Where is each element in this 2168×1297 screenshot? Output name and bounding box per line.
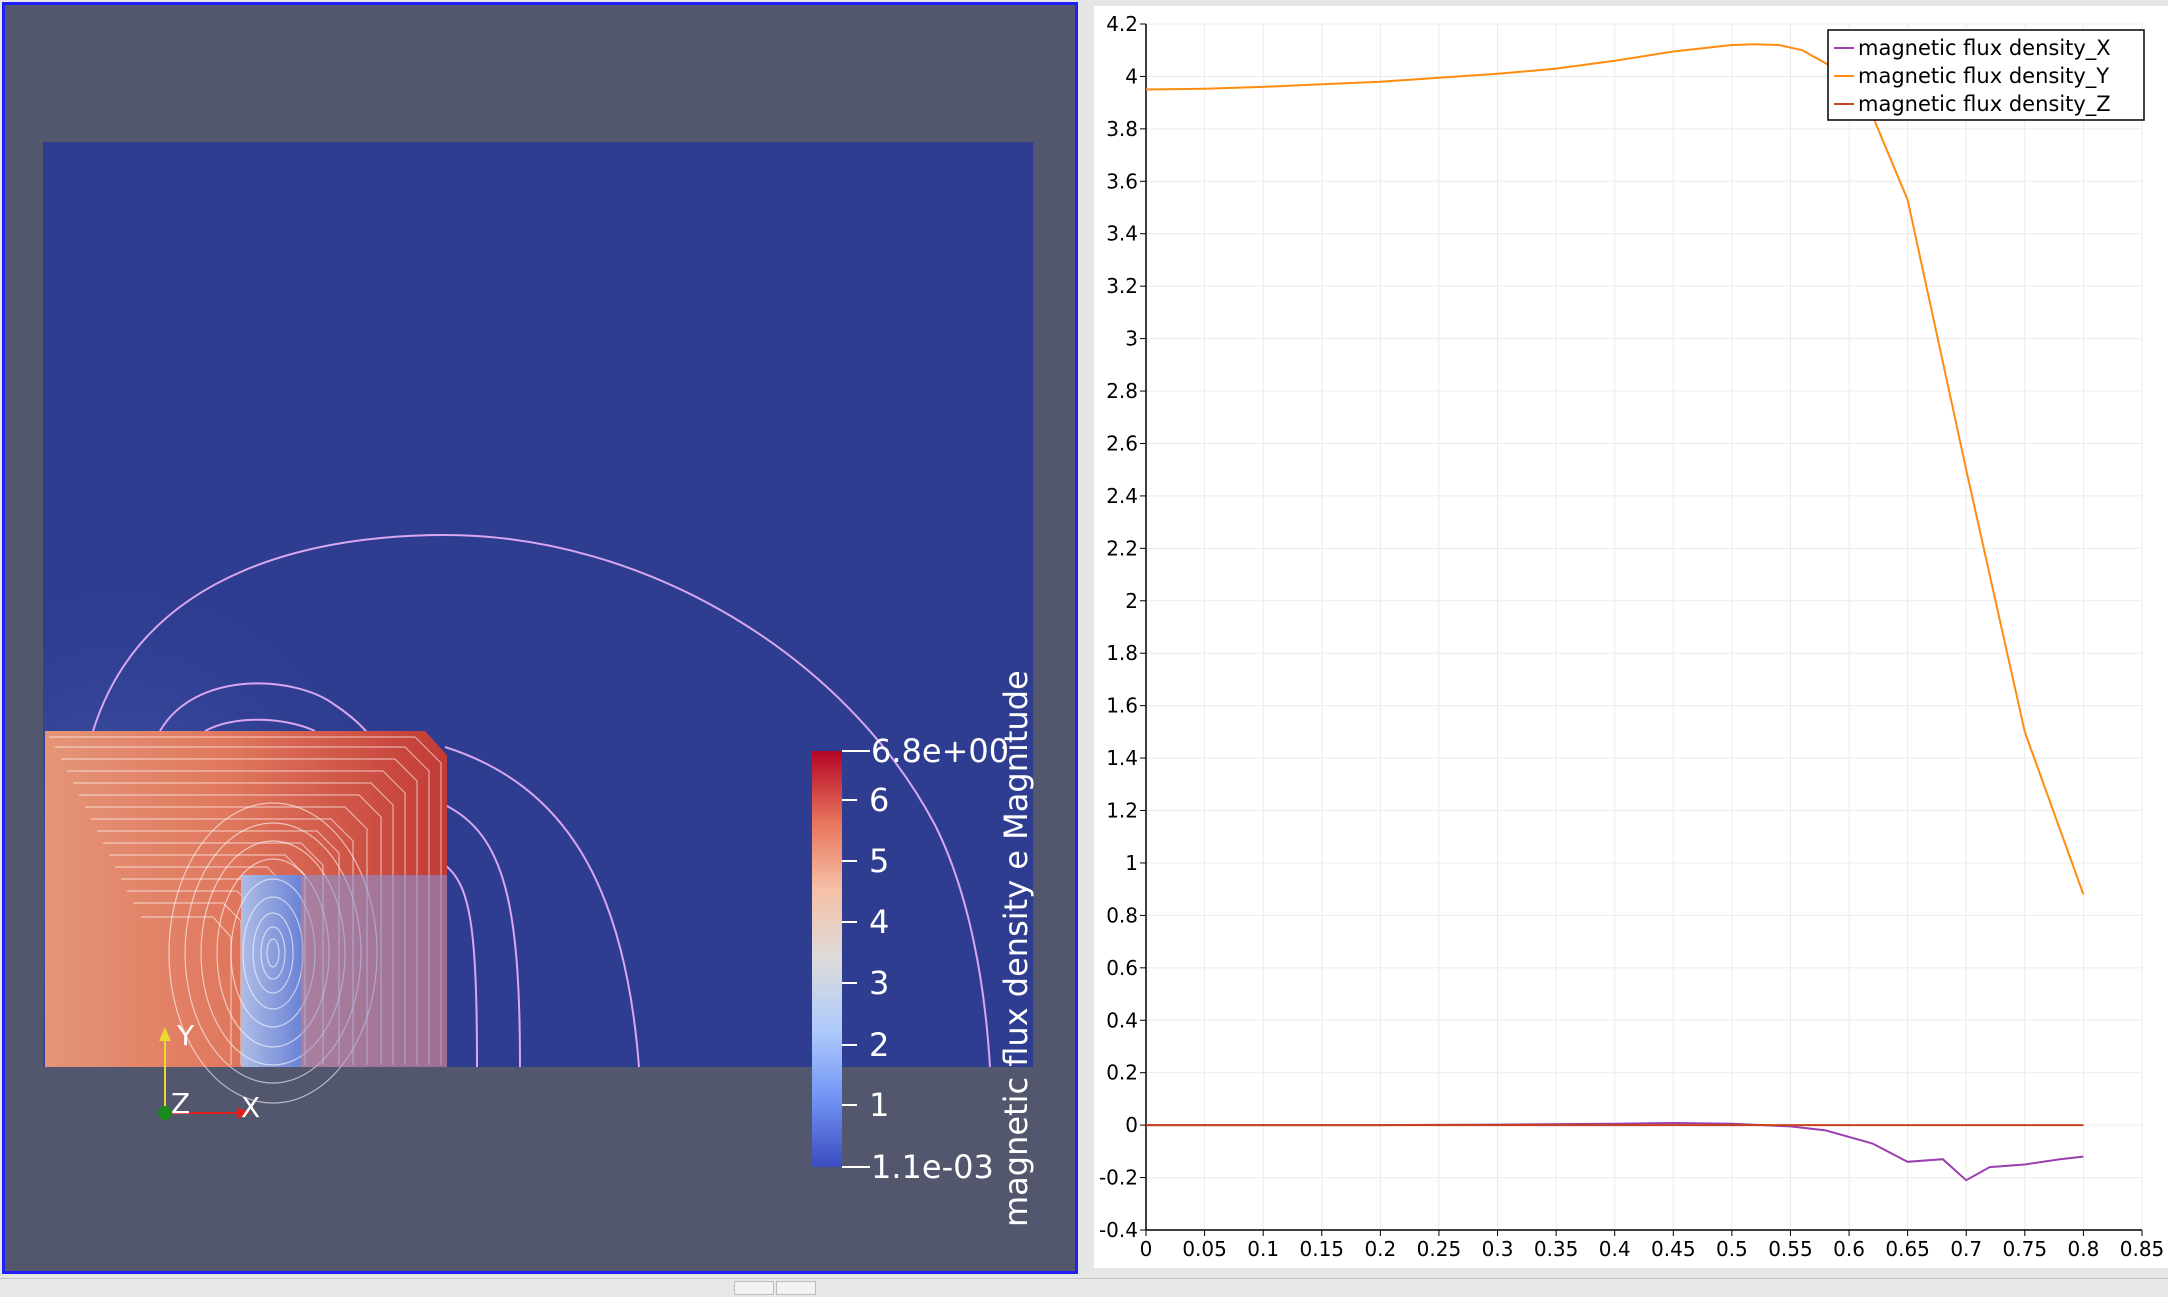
y-tick-label: 0 [1125,1113,1138,1137]
x-tick-label: 0.4 [1599,1237,1631,1261]
chart-grid [1145,23,2143,1231]
legend-label[interactable]: magnetic flux density_X [1858,36,2111,61]
legend-box [1827,29,2145,121]
colorbar-title: magnetic flux density e Magnitude [997,670,1035,1227]
render-view-3d[interactable]: Y X Z 6.8e+00 1.1e-03 6 5 4 3 2 [2,2,1078,1274]
x-tick-label: 0.85 [2120,1237,2165,1261]
chart-axes: 0 0.05 0.1 0.15 0.2 0.25 0.3 0.35 0.4 0.45 0.5 0.55… [1099,12,2164,1261]
x-tick-label: 0.3 [1482,1237,1514,1261]
axis-y-label: Y [176,1019,195,1052]
y-tick-label: 3.8 [1106,117,1138,141]
x-tick-label: 0.25 [1417,1237,1462,1261]
y-tick-label: 2.2 [1106,536,1138,560]
y-tick-label: 3.4 [1106,222,1138,246]
y-tick-label: 1.6 [1106,694,1138,718]
colorbar-gradient [812,751,842,1167]
x-tick-label: 0.1 [1247,1237,1279,1261]
y-tick-label: 3.2 [1106,274,1138,298]
colorbar-tick: 1 [869,1086,889,1124]
right-field-region [301,875,447,1067]
orientation-axes: Y X Z [158,1019,260,1124]
chart-series [1145,43,2085,1182]
line-chart[interactable]: 0 0.05 0.1 0.15 0.2 0.25 0.3 0.35 0.4 0.45 0.5 0.55… [1094,6,2168,1268]
x-tick-label: 0.2 [1364,1237,1396,1261]
x-tick-label: 0.35 [1534,1237,1579,1261]
y-tick-label: 1.2 [1106,799,1138,823]
y-tick-label: 3.6 [1106,169,1138,193]
status-bar [0,1278,2168,1297]
y-tick-label: 1.8 [1106,641,1138,665]
colorbar-tick: 4 [869,903,889,941]
y-tick-label: 2.6 [1106,431,1138,455]
y-tick-label: 4 [1125,64,1138,88]
chart-legend[interactable]: magnetic flux density_X magnetic flux den… [1827,29,2145,121]
y-tick-label: 4.2 [1106,12,1138,36]
colorbar-max-label: 6.8e+00 [871,732,1009,770]
legend-label[interactable]: magnetic flux density_Z [1858,92,2111,117]
axis-x-label: X [241,1091,260,1124]
y-tick-label: 0.8 [1106,903,1138,927]
y-tick-label: 3 [1125,327,1138,351]
y-tick-label: 2.4 [1106,484,1138,508]
x-tick-label: 0.15 [1299,1237,1344,1261]
y-tick-label: -0.2 [1099,1166,1138,1190]
x-tick-label: 0.55 [1768,1237,1813,1261]
colorbar: 6.8e+00 1.1e-03 6 5 4 3 2 1 magnetic flu… [812,670,1035,1227]
colorbar-tick: 2 [869,1026,889,1064]
y-tick-label: 0.6 [1106,956,1138,980]
axis-z-label: Z [171,1087,190,1120]
x-tick-label: 0.7 [1950,1237,1982,1261]
y-tick-label: 0.2 [1106,1061,1138,1085]
colorbar-tick: 3 [869,964,889,1002]
colorbar-min-label: 1.1e-03 [871,1148,994,1186]
y-tick-label: 0.4 [1106,1008,1138,1032]
colorbar-tick: 5 [869,842,889,880]
series-line-1 [1145,43,2085,895]
x-tick-label: 0.05 [1182,1237,1227,1261]
y-tick-label: 2.8 [1106,379,1138,403]
y-tick-label: 1.4 [1106,746,1138,770]
x-tick-label: 0.75 [2003,1237,2048,1261]
colorbar-tick: 6 [869,781,889,819]
line-chart-view[interactable]: 0 0.05 0.1 0.15 0.2 0.25 0.3 0.35 0.4 0.45 0.5 0.55… [1094,6,2168,1268]
y-tick-label: 1 [1125,851,1138,875]
field-lines-outer [92,533,991,1068]
x-tick-label: 0.45 [1651,1237,1696,1261]
x-tick-label: 0 [1140,1237,1153,1261]
status-button[interactable] [776,1281,816,1295]
render-canvas[interactable]: Y X Z 6.8e+00 1.1e-03 6 5 4 3 2 [5,5,1075,1271]
x-tick-label: 0.8 [2068,1237,2100,1261]
x-tick-label: 0.6 [1833,1237,1865,1261]
status-button[interactable] [734,1281,774,1295]
x-tick-label: 0.65 [1885,1237,1930,1261]
x-tick-label: 0.5 [1716,1237,1748,1261]
y-tick-label: -0.4 [1099,1218,1138,1242]
y-tick-label: 2 [1125,589,1138,613]
legend-label[interactable]: magnetic flux density_Y [1858,64,2109,89]
